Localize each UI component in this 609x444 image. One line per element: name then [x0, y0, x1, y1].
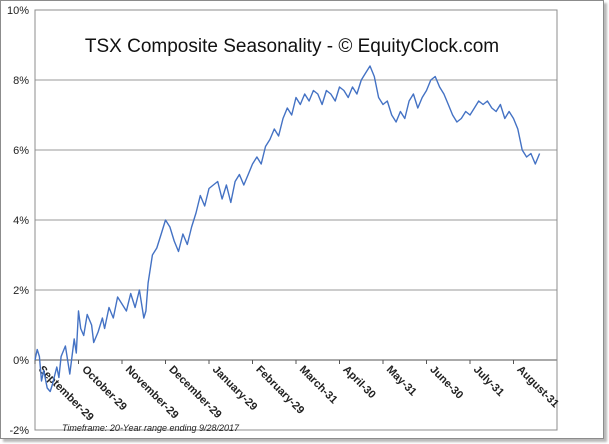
series-line [34, 65, 541, 393]
x-tick-label: July-31 [471, 364, 506, 399]
chart-title: TSX Composite Seasonality - © EquityCloc… [85, 36, 499, 57]
y-axis: -2% 0% 2% 4% 6% 8% 10% [7, 5, 29, 437]
x-tick-label: March-31 [297, 364, 340, 407]
x-tick-label: April-30 [340, 364, 377, 401]
x-tick-label: August-31 [514, 364, 561, 411]
y-tick-label: 10% [7, 5, 29, 17]
chart-footnote: Timeframe: 20-Year range ending 9/28/201… [62, 423, 240, 433]
y-tick-label: 0% [13, 355, 29, 367]
y-tick-label: 4% [13, 215, 29, 227]
plot-area [34, 9, 558, 431]
x-axis: September-29October-29November-29Decembe… [34, 360, 561, 424]
x-tick-label: May-31 [384, 364, 419, 399]
y-tick-label: 6% [13, 145, 29, 157]
y-tick-label: -2% [9, 425, 29, 437]
y-tick-label: 8% [13, 75, 29, 87]
y-tick-label: 2% [13, 285, 29, 297]
x-tick-label: June-30 [427, 364, 465, 402]
